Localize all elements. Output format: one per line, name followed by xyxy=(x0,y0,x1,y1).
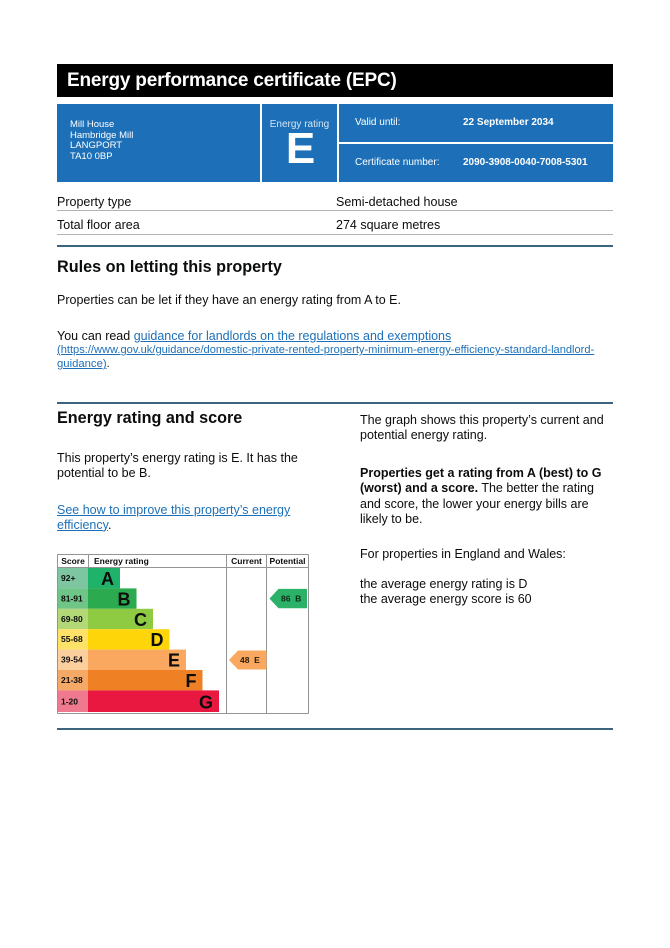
svg-text:E: E xyxy=(168,651,180,671)
svg-text:F: F xyxy=(186,671,197,691)
svg-text:C: C xyxy=(134,610,147,630)
svg-text:D: D xyxy=(151,630,164,650)
svg-text:48 E: 48 E xyxy=(240,655,260,665)
svg-text:Energy rating: Energy rating xyxy=(94,556,149,566)
svg-text:1-20: 1-20 xyxy=(61,696,78,706)
svg-text:69-80: 69-80 xyxy=(61,614,83,624)
svg-text:86 B: 86 B xyxy=(281,594,301,604)
svg-text:55-68: 55-68 xyxy=(61,634,83,644)
svg-text:Score: Score xyxy=(61,556,85,566)
svg-text:39-54: 39-54 xyxy=(61,655,83,665)
svg-text:A: A xyxy=(101,569,114,589)
svg-text:B: B xyxy=(118,589,131,609)
svg-text:92+: 92+ xyxy=(61,573,75,583)
svg-text:21-38: 21-38 xyxy=(61,675,83,685)
svg-text:Current: Current xyxy=(231,556,262,566)
svg-text:81-91: 81-91 xyxy=(61,593,83,603)
svg-text:G: G xyxy=(199,692,213,712)
svg-text:Potential: Potential xyxy=(270,556,306,566)
